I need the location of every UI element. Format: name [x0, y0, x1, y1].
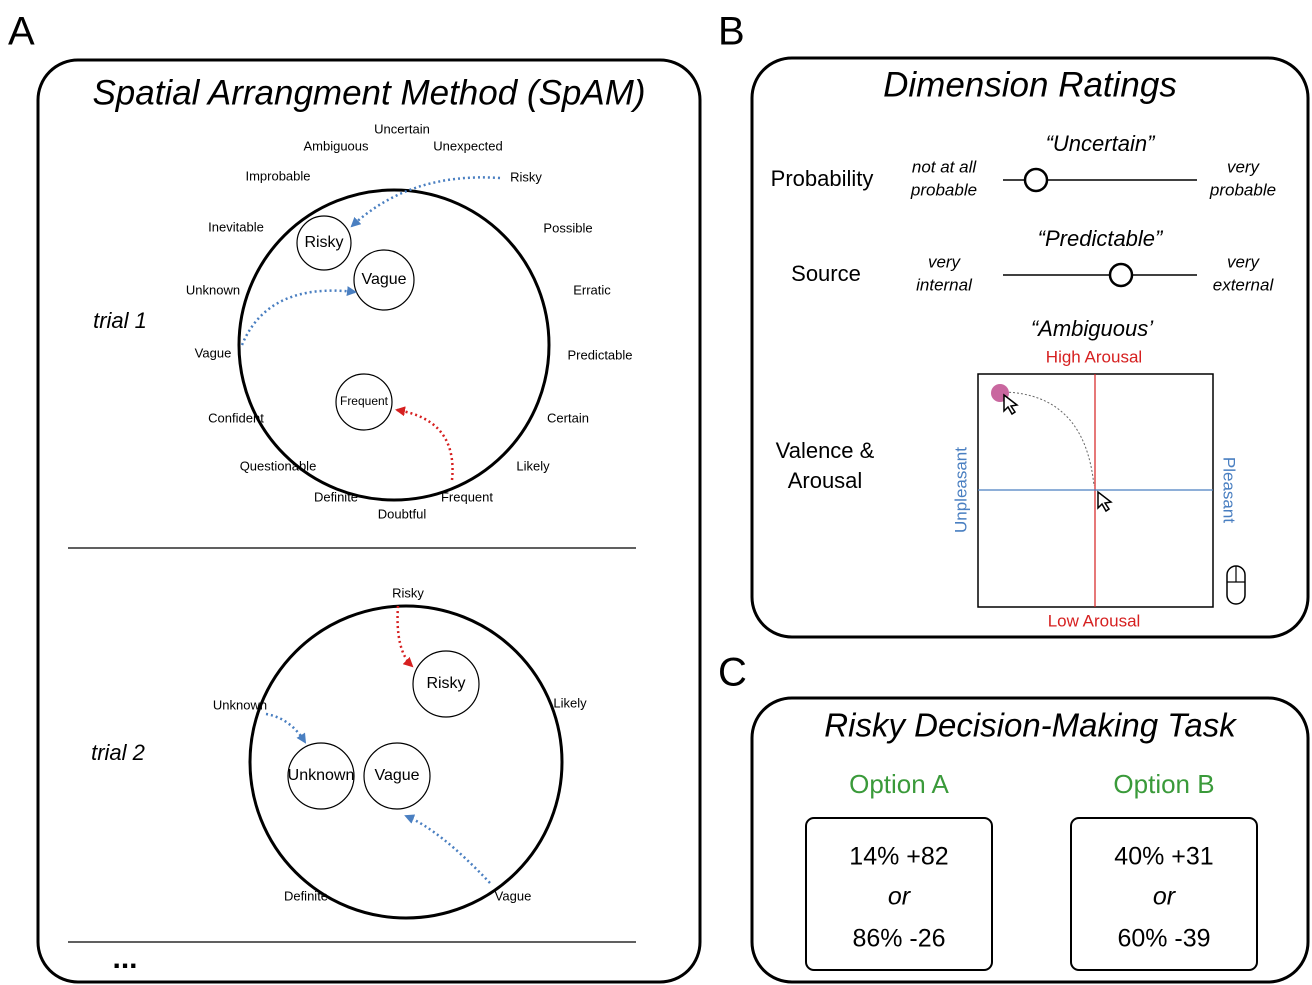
option-box [1070, 817, 1258, 971]
arena [248, 604, 564, 920]
option-line: 60% -39 [1117, 925, 1210, 953]
word: Risky [510, 169, 542, 184]
scale-anchor: probable [1209, 180, 1276, 199]
option-line: or [888, 883, 912, 911]
option-name: Option A [849, 769, 949, 799]
item [353, 249, 415, 311]
word: Unexpected [433, 138, 502, 153]
word: Confident [208, 410, 264, 425]
panel-title: Dimension Ratings [883, 65, 1177, 104]
scale-anchor: very [1227, 157, 1261, 176]
word: Erratic [573, 282, 611, 297]
word: Likely [516, 458, 550, 473]
panel-b-frame [750, 56, 1310, 639]
panel-b-shapes [977, 167, 1246, 608]
dimension-name: Probability [771, 166, 874, 191]
cursor-path [1004, 391, 1095, 487]
item [363, 742, 431, 810]
word: Possible [543, 220, 592, 235]
placed-word: Unknown [288, 767, 355, 784]
arrow [350, 176, 501, 228]
cursor [1003, 393, 1019, 416]
item [412, 650, 480, 718]
arrow [395, 406, 454, 481]
dimension-name: Arousal [788, 468, 863, 493]
word: Predictable [567, 347, 632, 362]
axis-label: Low Arousal [1048, 611, 1141, 630]
panel-a-shapes [68, 188, 636, 943]
scale-anchor: probable [910, 180, 977, 199]
panel-c-frame [750, 696, 1310, 984]
panel-title: Spatial Arrangment Method (SpAM) [92, 73, 645, 112]
scale-anchor: external [1213, 275, 1275, 294]
placed-word: Risky [426, 675, 465, 692]
word: Ambiguous [303, 138, 369, 153]
arena [237, 188, 551, 502]
word: Definite [284, 888, 328, 903]
panel-label: B [718, 10, 745, 54]
axis-label: Pleasant [1220, 457, 1239, 523]
word: Improbable [245, 168, 310, 183]
word: Uncertain [374, 121, 430, 136]
dimension-name: Source [791, 261, 861, 286]
word: Unknown [186, 282, 240, 297]
placed-word: Risky [304, 234, 343, 251]
arrow [265, 712, 307, 744]
word: Certain [547, 410, 589, 425]
trial-label: trial 1 [93, 308, 147, 333]
word: Unknown [213, 697, 267, 712]
panel-title: Risky Decision-Making Task [824, 707, 1237, 744]
option-box [805, 817, 993, 971]
word: Risky [392, 585, 424, 600]
word: Definite [314, 489, 358, 504]
word: Inevitable [208, 219, 264, 234]
option-line: or [1153, 883, 1177, 911]
scale-anchor: internal [916, 275, 973, 294]
item [335, 373, 393, 431]
panel-a-frame [36, 58, 702, 984]
placed-word: Vague [374, 767, 419, 784]
ellipsis: ... [112, 942, 137, 975]
axis-label: Unpleasant [951, 447, 970, 533]
placed-word: Frequent [340, 394, 389, 408]
cursor [1097, 490, 1113, 513]
option-line: 86% -26 [852, 925, 945, 953]
item [287, 742, 355, 810]
rated-word: “Ambiguous’ [1031, 316, 1154, 341]
placed-word: Vague [361, 271, 406, 288]
scale-anchor: very [928, 252, 962, 271]
arrow [404, 814, 491, 884]
frames [36, 56, 1310, 984]
axis-label: High Arousal [1046, 347, 1142, 366]
trial-label: trial 2 [91, 740, 145, 765]
rated-word: “Uncertain” [1046, 131, 1156, 156]
option-line: 40% +31 [1114, 843, 1213, 871]
item [296, 215, 352, 271]
word: Frequent [441, 489, 493, 504]
option-line: 14% +82 [849, 843, 948, 871]
word: Vague [195, 345, 232, 360]
arrow [240, 286, 357, 346]
slider-knob [1108, 262, 1134, 288]
slider-knob [1023, 167, 1049, 193]
option-name: Option B [1113, 769, 1214, 799]
word: Doubtful [378, 506, 427, 521]
dimension-name: Valence & [776, 438, 875, 463]
scale-anchor: very [1227, 252, 1261, 271]
word: Likely [553, 695, 587, 710]
arrows [240, 176, 501, 884]
rated-word: “Predictable” [1038, 226, 1164, 251]
panel-label: C [718, 651, 747, 695]
scale-anchor: not at all [912, 157, 977, 176]
word: Vague [495, 888, 532, 903]
texts: A Spatial Arrangment Method (SpAM) Uncerta… [8, 10, 1276, 975]
word: Questionable [240, 458, 317, 473]
panel-c-shapes [805, 817, 1258, 971]
panel-label: A [8, 10, 35, 54]
arrow [396, 605, 414, 668]
